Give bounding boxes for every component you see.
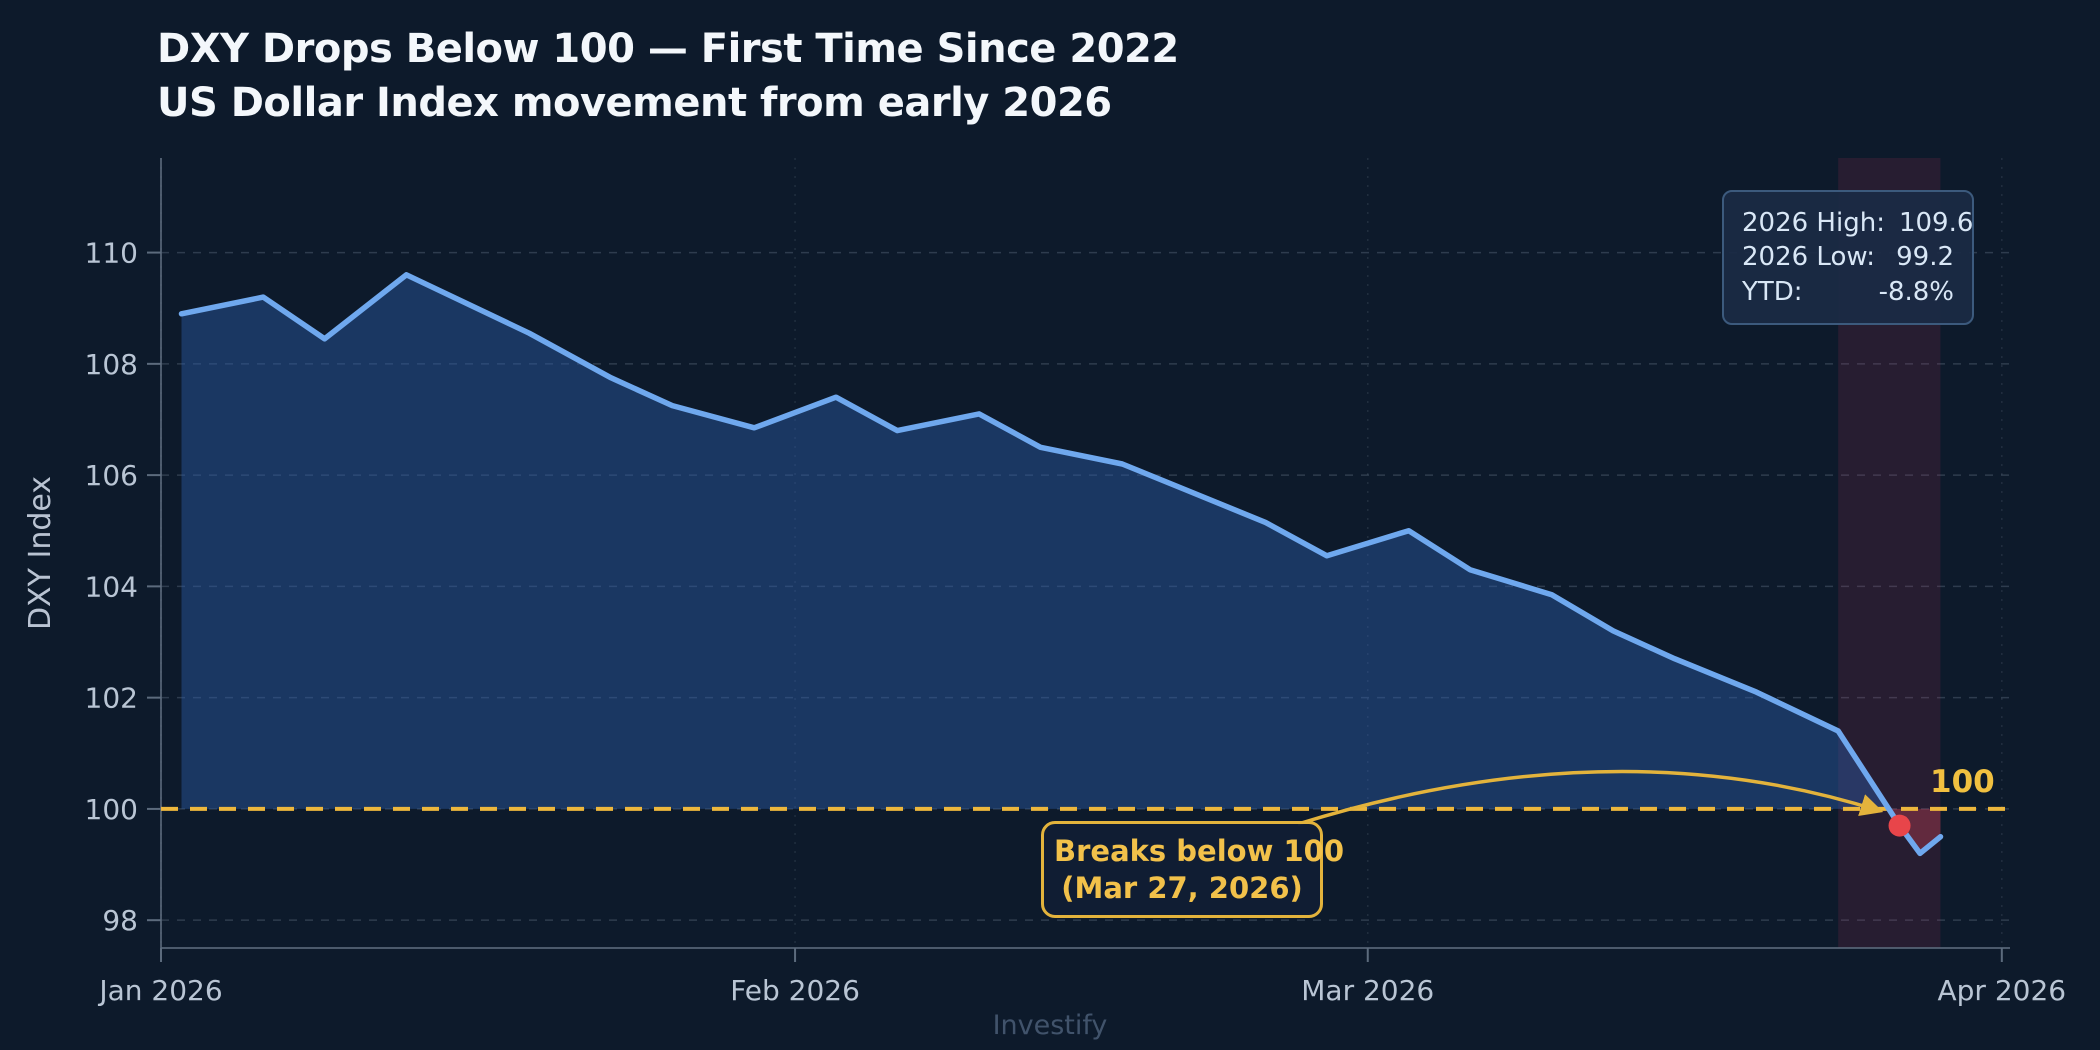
annotation-line-2: (Mar 27, 2026) — [1061, 870, 1303, 905]
page-subtitle: US Dollar Index movement from early 2026 — [157, 80, 1112, 126]
stats-label: 2026 High: — [1742, 208, 1885, 238]
y-tick-label: 100 — [85, 793, 138, 826]
stats-value: -8.8% — [1878, 276, 1954, 307]
threshold-100-label: 100 — [1930, 764, 1995, 800]
stats-row-ytd: YTD: -8.8% — [1742, 275, 1954, 309]
y-tick-label: 106 — [85, 459, 138, 492]
stats-box: 2026 High: 109.6 2026 Low: 99.2 YTD: -8.… — [1722, 190, 1974, 325]
page-title: DXY Drops Below 100 — First Time Since 2… — [157, 26, 1179, 72]
break-point-dot — [1888, 814, 1911, 837]
y-tick-label: 110 — [85, 237, 138, 270]
stats-row-low: 2026 Low: 99.2 — [1742, 240, 1954, 274]
stats-label: 2026 Low: — [1742, 242, 1875, 273]
x-tick-label: Mar 2026 — [1301, 974, 1434, 1007]
title-block: DXY Drops Below 100 — First Time Since 2… — [157, 22, 1179, 130]
y-axis-title: DXY Index — [23, 476, 58, 630]
stats-label: YTD: — [1742, 276, 1803, 307]
x-tick-label: Jan 2026 — [97, 974, 222, 1007]
y-tick-label: 102 — [85, 682, 138, 715]
area-fill-above-100 — [181, 274, 1889, 809]
y-tick-label: 98 — [102, 904, 138, 937]
y-tick-label: 108 — [85, 348, 138, 381]
annotation-line-1: Breaks below 100 — [1054, 834, 1344, 868]
dxy-price-line — [178, 272, 1944, 857]
watermark-investify: Investify — [992, 1010, 1108, 1041]
stats-value: 99.2 — [1896, 242, 1954, 273]
stats-value: 109.6 — [1898, 208, 1974, 238]
x-tick-label: Apr 2026 — [1938, 974, 2067, 1007]
stats-row-high: 2026 High: 109.6 — [1742, 206, 1973, 240]
annotation-arrow — [1297, 769, 1884, 826]
y-tick-label: 104 — [85, 570, 138, 603]
x-tick-label: Feb 2026 — [730, 974, 860, 1007]
break-annotation: Breaks below 100 (Mar 27, 2026) — [1041, 821, 1344, 919]
